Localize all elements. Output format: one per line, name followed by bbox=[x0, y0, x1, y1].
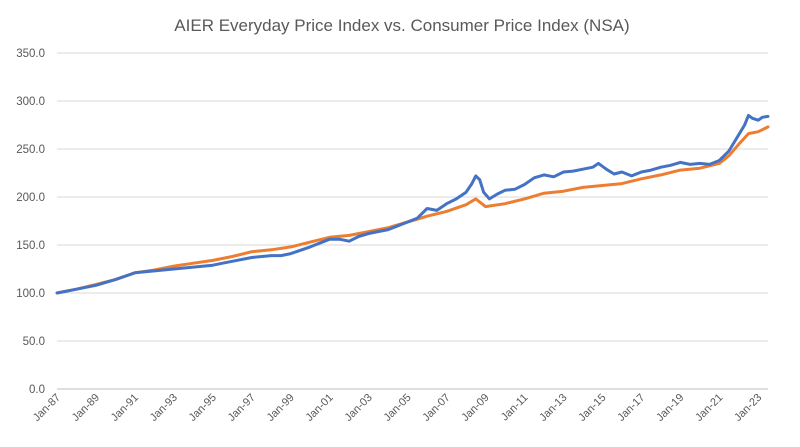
y-tick-label: 300.0 bbox=[16, 96, 45, 108]
x-tick-label: Jan-09 bbox=[459, 392, 491, 424]
y-tick-label: 350.0 bbox=[16, 48, 45, 60]
y-tick-label: 200.0 bbox=[16, 192, 45, 204]
aier-everyday-price-index-line bbox=[55, 113, 770, 295]
y-tick-label: 150.0 bbox=[16, 240, 45, 252]
y-tick-label: 0.0 bbox=[29, 384, 45, 396]
x-tick-label: Jan-11 bbox=[499, 392, 531, 424]
series-lines bbox=[55, 113, 770, 295]
x-tick-label: Jan-15 bbox=[576, 392, 608, 424]
x-tick-label: Jan-89 bbox=[70, 392, 102, 424]
x-tick-label: Jan-01 bbox=[304, 392, 336, 424]
x-tick-label: Jan-97 bbox=[226, 392, 258, 424]
y-tick-label: 250.0 bbox=[16, 144, 45, 156]
x-axis-ticks: Jan-87 Jan-89 Jan-91 Jan-93 Jan-95 Jan-97 Jan-… bbox=[31, 392, 765, 424]
x-tick-label: Jan-13 bbox=[537, 392, 569, 424]
x-tick-label: Jan-23 bbox=[732, 392, 764, 424]
x-tick-label: Jan-21 bbox=[693, 392, 725, 424]
x-tick-label: Jan-05 bbox=[381, 392, 413, 424]
y-tick-label: 100.0 bbox=[16, 288, 45, 300]
y-tick-label: 50.0 bbox=[23, 336, 45, 348]
consumer-price-index-line bbox=[55, 125, 770, 295]
x-tick-label: Jan-93 bbox=[148, 392, 180, 424]
x-tick-label: Jan-99 bbox=[265, 392, 297, 424]
x-tick-label: Jan-07 bbox=[420, 392, 452, 424]
x-tick-label: Jan-91 bbox=[109, 392, 141, 424]
chart-title: AIER Everyday Price Index vs. Consumer P… bbox=[174, 16, 629, 35]
gridlines bbox=[57, 52, 768, 390]
x-tick-label: Jan-17 bbox=[615, 392, 647, 424]
x-tick-label: Jan-03 bbox=[343, 392, 375, 424]
x-tick-label: Jan-87 bbox=[31, 392, 63, 424]
y-axis-ticks: 0.0 50.0 100.0 150.0 200.0 250.0 300.0 350.0 bbox=[16, 48, 45, 396]
x-tick-label: Jan-95 bbox=[187, 392, 219, 424]
x-tick-label: Jan-19 bbox=[654, 392, 686, 424]
